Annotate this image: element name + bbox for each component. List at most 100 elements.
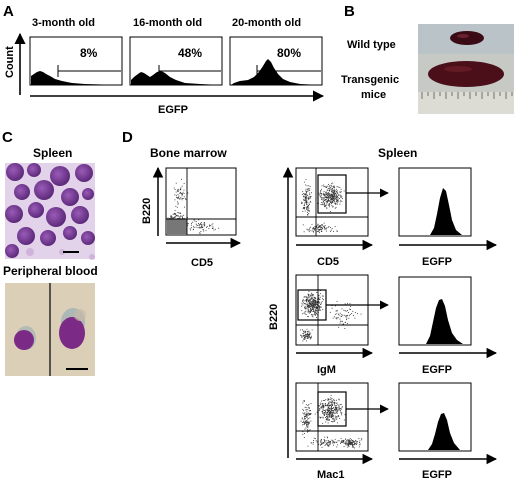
dot [323, 225, 325, 227]
dot [321, 295, 323, 297]
dot [301, 303, 303, 305]
dot [321, 400, 323, 402]
dot [328, 200, 330, 201]
dot [306, 304, 308, 305]
dot [308, 407, 310, 409]
dot [319, 191, 321, 193]
dot [302, 400, 304, 402]
dot [308, 337, 310, 339]
dot [308, 303, 310, 305]
dot [308, 330, 310, 332]
dot [351, 442, 353, 444]
dot [176, 215, 177, 216]
dot [318, 302, 320, 304]
dot [307, 306, 309, 307]
dot [306, 207, 308, 209]
dot [321, 185, 323, 187]
dot [319, 308, 321, 310]
dot [311, 297, 313, 299]
dot [313, 294, 314, 296]
dot [329, 407, 331, 409]
dot [328, 445, 330, 446]
dot [323, 197, 324, 199]
dot [334, 419, 336, 421]
dot [302, 433, 304, 435]
dot [178, 195, 180, 197]
dot [336, 194, 338, 196]
dot [306, 424, 307, 425]
dot [328, 187, 330, 189]
dot [305, 191, 307, 193]
dot [305, 340, 307, 342]
dot [303, 334, 305, 336]
dot [302, 424, 303, 426]
dot [335, 402, 337, 404]
dot [307, 306, 309, 308]
panel-a-label: A [3, 3, 14, 20]
dot [320, 190, 322, 191]
dot [329, 187, 331, 188]
dot [301, 203, 302, 205]
dot [312, 300, 313, 302]
dot [323, 194, 325, 196]
dot [308, 408, 310, 409]
dot [193, 225, 195, 227]
dot [303, 193, 304, 195]
dot [308, 413, 310, 414]
dot [307, 214, 308, 215]
dot [308, 336, 310, 337]
dot [333, 231, 334, 232]
dot [305, 421, 307, 423]
egfp-histogram [428, 413, 460, 450]
dot [333, 441, 335, 442]
dot [335, 202, 337, 204]
dot [314, 313, 316, 315]
dot [329, 411, 330, 413]
dot [339, 187, 341, 188]
dot [316, 441, 318, 443]
dot [310, 310, 312, 312]
dot [177, 196, 179, 198]
dot [324, 206, 326, 208]
dot [314, 226, 316, 228]
dot [327, 437, 328, 439]
dot [331, 405, 332, 407]
dot [313, 302, 315, 303]
dot [305, 421, 306, 423]
dot [311, 329, 313, 331]
gate-percent: 80% [277, 46, 301, 60]
dot [329, 197, 331, 198]
dot [311, 293, 313, 295]
dot [322, 309, 324, 310]
dot [349, 440, 351, 442]
dot [322, 411, 324, 413]
dot [311, 292, 312, 294]
dot [315, 299, 317, 301]
dot [320, 304, 321, 305]
dot [328, 194, 330, 196]
dot [322, 407, 324, 409]
panel-b: B Wild type Transgenic mice [341, 3, 514, 114]
gate-percent: 48% [178, 46, 202, 60]
dot [313, 304, 315, 306]
dot [335, 193, 336, 195]
dot [330, 199, 331, 201]
dot [348, 312, 349, 313]
dot [304, 422, 305, 424]
dot [332, 421, 334, 422]
dot [358, 446, 360, 448]
dot [346, 317, 348, 319]
dot [341, 314, 343, 316]
dot [338, 407, 340, 409]
dot [336, 196, 338, 198]
dot [199, 232, 201, 234]
dot [340, 410, 341, 411]
dot [201, 227, 203, 228]
dot [171, 216, 173, 218]
dot [305, 418, 306, 420]
dot [195, 223, 197, 225]
dot [344, 310, 346, 312]
dot [307, 198, 309, 200]
dot [340, 411, 342, 413]
dot [301, 193, 303, 195]
